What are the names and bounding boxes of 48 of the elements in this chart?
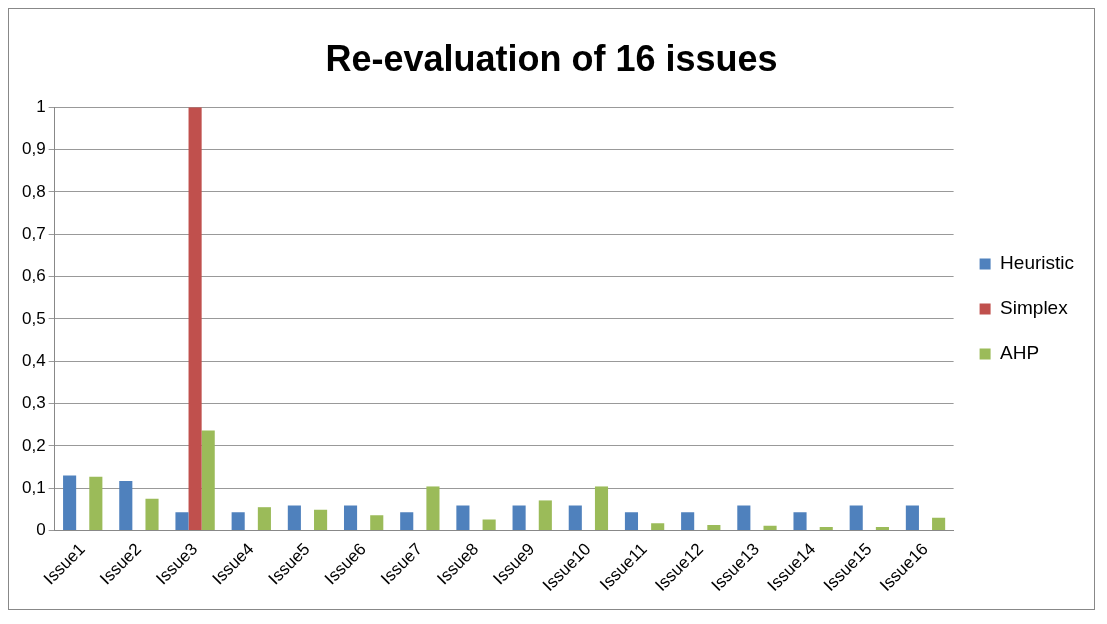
legend-label: Simplex xyxy=(1000,297,1069,319)
chart-title: Re-evaluation of 16 issues xyxy=(325,37,778,79)
bar xyxy=(175,512,189,530)
y-tick-label: 0,2 xyxy=(21,435,46,455)
bar xyxy=(456,505,470,530)
bar xyxy=(63,475,77,530)
bar xyxy=(512,505,526,530)
y-tick-label: 0,9 xyxy=(21,139,46,159)
legend-label: AHP xyxy=(1000,342,1040,364)
bar xyxy=(849,505,863,530)
bar xyxy=(875,527,889,530)
y-tick-label: 0,3 xyxy=(21,393,46,413)
legend-label: Heuristic xyxy=(1000,252,1074,274)
y-tick-label: 0,6 xyxy=(21,266,46,286)
bar xyxy=(257,507,271,530)
bar xyxy=(932,517,946,530)
bar xyxy=(89,476,103,530)
bar xyxy=(400,512,414,530)
y-tick-label: 0,8 xyxy=(21,181,46,201)
bar xyxy=(426,486,440,530)
bar xyxy=(370,515,384,530)
bar xyxy=(681,512,695,530)
bar xyxy=(651,523,665,530)
bar xyxy=(594,486,609,530)
bar xyxy=(905,505,919,530)
y-tick-label: 0,1 xyxy=(21,477,46,497)
y-tick-label: 0,7 xyxy=(21,223,46,243)
bar xyxy=(737,505,751,530)
y-tick-label: 0,5 xyxy=(21,308,46,328)
bar xyxy=(793,512,807,530)
y-tick-label: 0,4 xyxy=(21,350,46,370)
bar xyxy=(287,505,301,530)
bar xyxy=(231,512,245,530)
bar xyxy=(763,525,777,530)
bar xyxy=(343,505,358,530)
bar xyxy=(568,505,582,530)
bar xyxy=(188,107,202,530)
bar xyxy=(482,519,496,530)
bar xyxy=(819,527,833,530)
bar xyxy=(624,512,639,530)
y-tick-label: 1 xyxy=(36,96,46,116)
bar xyxy=(314,509,328,530)
bar xyxy=(119,480,133,530)
y-tick-label: 0 xyxy=(36,520,46,540)
bar xyxy=(538,500,552,530)
bar xyxy=(145,498,159,530)
bar xyxy=(707,524,721,530)
bar xyxy=(201,430,215,530)
